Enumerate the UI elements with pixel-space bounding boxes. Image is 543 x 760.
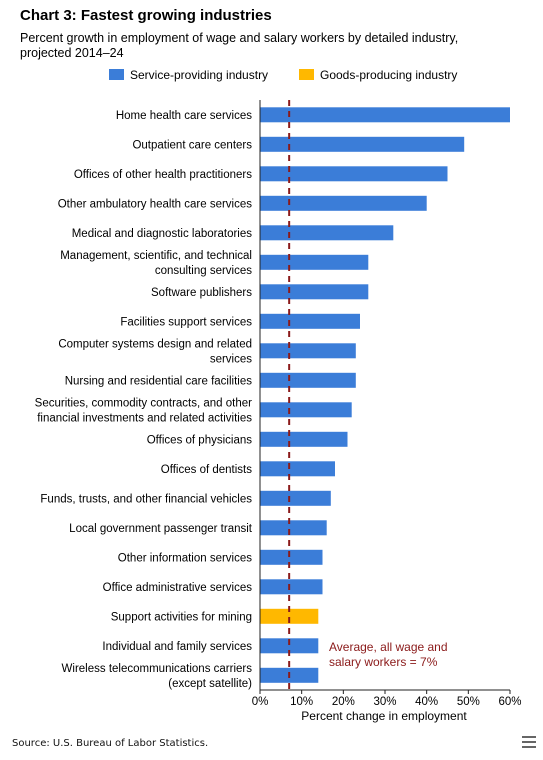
hamburger-menu-icon[interactable] (522, 736, 536, 748)
chart-subtitle: Percent growth in employment of wage and… (20, 31, 459, 60)
bar[interactable] (260, 343, 356, 359)
legend-swatch-service (109, 69, 124, 80)
category-label: Securities, commodity contracts, and oth… (35, 397, 252, 409)
category-label: consulting services (155, 265, 252, 277)
category-label: Local government passenger transit (69, 523, 253, 535)
category-label: Home health care services (116, 110, 252, 122)
x-tick-label: 60% (498, 696, 521, 708)
category-label: Outpatient care centers (132, 139, 252, 151)
bar[interactable] (260, 136, 465, 152)
bar[interactable] (260, 579, 323, 595)
bar[interactable] (260, 166, 448, 182)
category-label: Offices of other health practitioners (74, 169, 252, 181)
category-label: Offices of physicians (147, 434, 253, 446)
category-label: Funds, trusts, and other financial vehic… (40, 493, 252, 505)
x-tick-label: 0% (252, 696, 269, 708)
bar[interactable] (260, 254, 369, 270)
category-label: Other ambulatory health care services (58, 198, 253, 210)
category-label: Individual and family services (102, 641, 252, 653)
bar[interactable] (260, 372, 356, 388)
bar[interactable] (260, 520, 327, 536)
average-annotation: salary workers = 7% (329, 655, 438, 669)
category-label: Computer systems design and related (58, 338, 252, 350)
category-label: Management, scientific, and technical (60, 250, 252, 262)
x-tick-label: 30% (373, 696, 396, 708)
bar[interactable] (260, 284, 369, 300)
bar[interactable] (260, 608, 319, 624)
source-note: Source: U.S. Bureau of Labor Statistics. (12, 738, 209, 749)
category-label: Other information services (118, 552, 252, 564)
category-label: Software publishers (151, 287, 252, 299)
average-annotation: Average, all wage and (329, 640, 448, 654)
category-label: services (210, 353, 252, 365)
category-label: Support activities for mining (111, 611, 252, 623)
bar[interactable] (260, 549, 323, 565)
legend-label-goods: Goods-producing industry (320, 68, 458, 82)
bar-chart: Home health care services Outpatient care… (35, 100, 522, 723)
legend-item-goods[interactable]: Goods-producing industry (299, 68, 457, 82)
x-tick-label: 10% (290, 696, 313, 708)
bar[interactable] (260, 313, 360, 329)
category-label: Nursing and residential care facilities (65, 375, 253, 387)
chart-title: Chart 3: Fastest growing industries (20, 7, 272, 24)
x-tick-label: 20% (332, 696, 355, 708)
bar[interactable] (260, 461, 335, 477)
bar[interactable] (260, 107, 510, 123)
bar[interactable] (260, 490, 331, 506)
category-label: (except satellite) (168, 678, 252, 690)
category-label: Wireless telecommunications carriers (62, 663, 253, 675)
category-label: Facilities support services (120, 316, 252, 328)
bar[interactable] (260, 638, 319, 654)
legend-swatch-goods (299, 69, 314, 80)
chart-legend: Service-providing industry Goods-produci… (0, 68, 543, 84)
legend-item-service[interactable]: Service-providing industry (109, 68, 268, 82)
category-label: Medical and diagnostic laboratories (72, 228, 253, 240)
bar[interactable] (260, 402, 352, 418)
category-label: Office administrative services (103, 582, 253, 594)
category-label: Offices of dentists (161, 464, 252, 476)
x-axis-label: Percent change in employment (301, 709, 467, 723)
bar[interactable] (260, 225, 394, 241)
legend-label-service: Service-providing industry (130, 68, 269, 82)
x-tick-label: 40% (415, 696, 438, 708)
x-tick-label: 50% (457, 696, 480, 708)
bar[interactable] (260, 195, 427, 211)
bar[interactable] (260, 431, 348, 447)
category-label: financial investments and related activi… (37, 412, 252, 424)
